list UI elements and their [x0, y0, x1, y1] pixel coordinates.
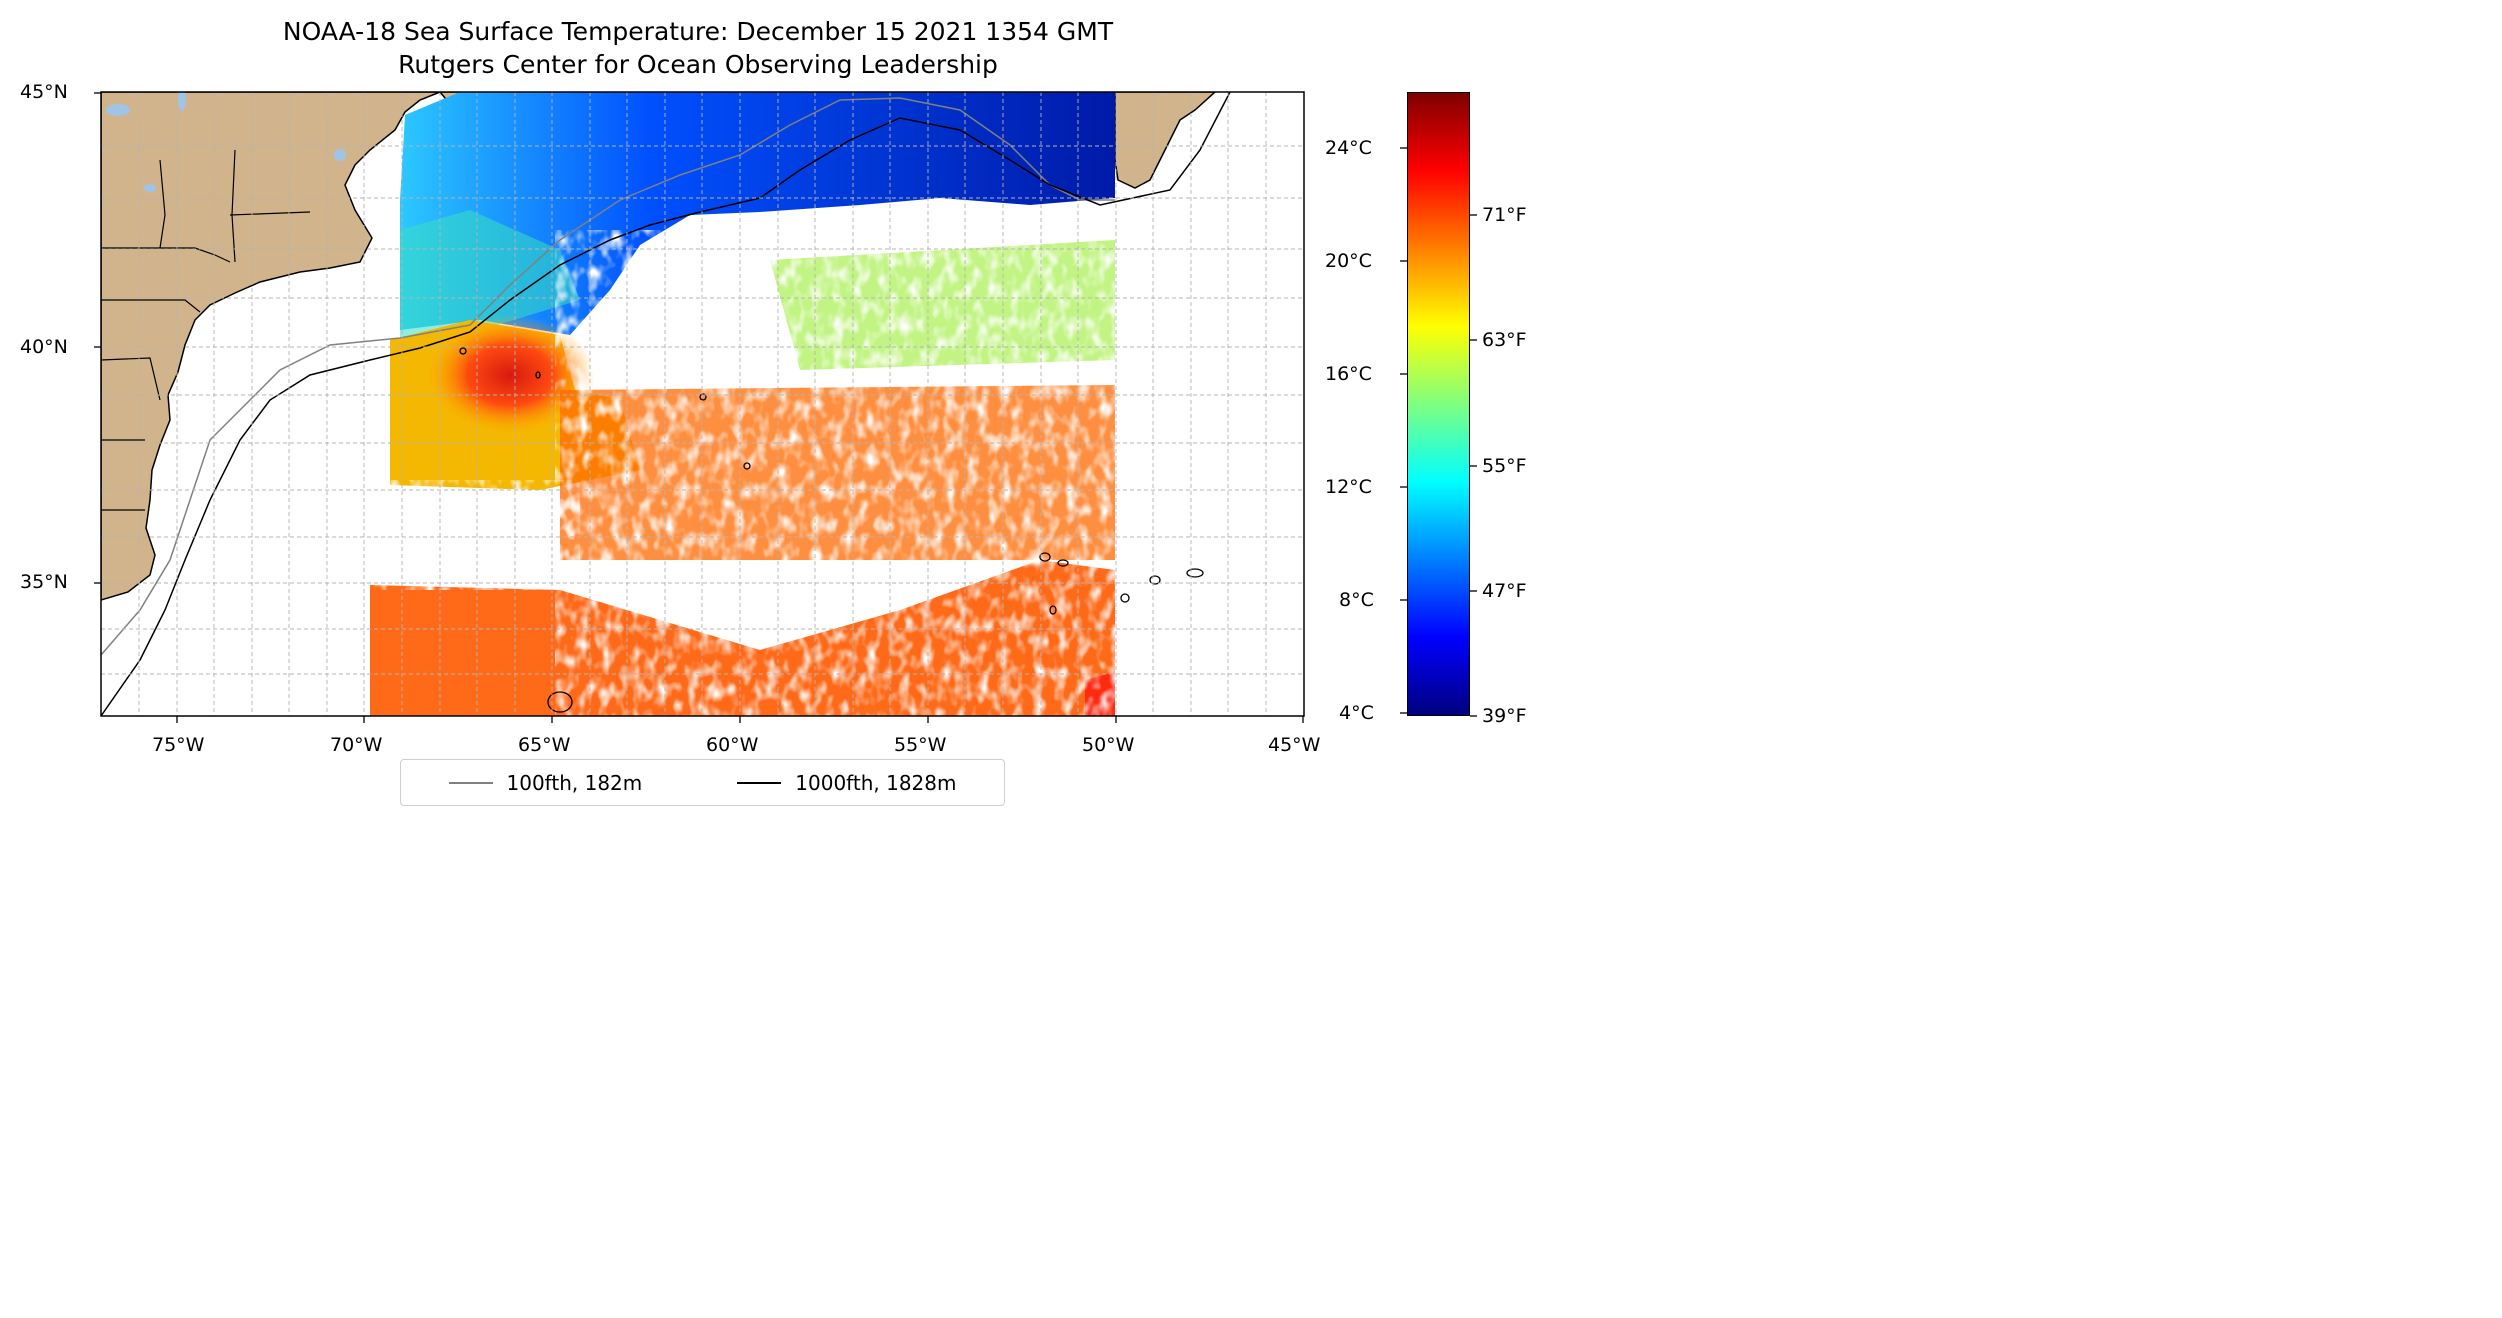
x-tick-label: 75°W	[152, 734, 205, 756]
chart-title: NOAA-18 Sea Surface Temperature: Decembe…	[282, 17, 1114, 46]
legend-line-gray	[448, 781, 493, 784]
y-tick-label: 35°N	[20, 571, 68, 593]
colorbar-celsius-label: 8°C	[1339, 589, 1374, 611]
colorbar-fahrenheit-label: 71°F	[1482, 204, 1527, 226]
colorbar-celsius-label: 4°C	[1339, 702, 1374, 724]
newfoundland-land	[1114, 92, 1217, 189]
legend-label: 1000fth, 1828m	[795, 770, 957, 795]
colorbar-celsius-label: 20°C	[1325, 250, 1372, 272]
y-tick-label: 40°N	[20, 336, 68, 358]
colorbar-celsius-label: 12°C	[1325, 476, 1372, 498]
isobath-100fth	[101, 97, 1115, 656]
north-america-land	[101, 92, 441, 601]
x-tick-label: 45°W	[1268, 734, 1321, 756]
colorbar-fahrenheit-label: 63°F	[1482, 329, 1527, 351]
cloud-mask	[555, 230, 1135, 716]
legend: 100fth, 182m 1000fth, 1828m	[400, 759, 1005, 806]
x-tick-label: 60°W	[706, 734, 759, 756]
legend-entry-1000fth: 1000fth, 1828m	[737, 771, 956, 795]
y-tick-label: 45°N	[20, 81, 68, 103]
axis-ticks	[94, 92, 1304, 723]
legend-line-black	[737, 781, 782, 784]
colorbar-ticks	[1400, 147, 1477, 717]
cloud-mask-2	[360, 480, 580, 590]
map-frame	[100, 91, 1305, 717]
x-tick-label: 55°W	[894, 734, 947, 756]
x-tick-label: 50°W	[1082, 734, 1135, 756]
lakes	[106, 92, 346, 192]
seamounts	[459, 347, 1204, 713]
x-tick-label: 70°W	[330, 734, 383, 756]
colorbar-fahrenheit-label: 39°F	[1482, 705, 1527, 727]
colorbar	[1407, 92, 1470, 716]
legend-entry-100fth: 100fth, 182m	[448, 770, 643, 795]
colorbar-celsius-label: 16°C	[1325, 363, 1372, 385]
state-borders	[101, 149, 311, 511]
isobath-1000fth	[101, 92, 1231, 716]
map-data-area	[101, 92, 1304, 716]
x-tick-label: 65°W	[518, 734, 571, 756]
colorbar-fahrenheit-label: 55°F	[1482, 455, 1527, 477]
sst-map	[94, 91, 1477, 723]
chart-subtitle: Rutgers Center for Ocean Observing Leade…	[398, 50, 998, 79]
graticule	[101, 92, 1304, 716]
colorbar-fahrenheit-label: 47°F	[1482, 580, 1527, 602]
legend-label: 100fth, 182m	[506, 770, 643, 795]
colorbar-celsius-label: 24°C	[1325, 137, 1372, 159]
